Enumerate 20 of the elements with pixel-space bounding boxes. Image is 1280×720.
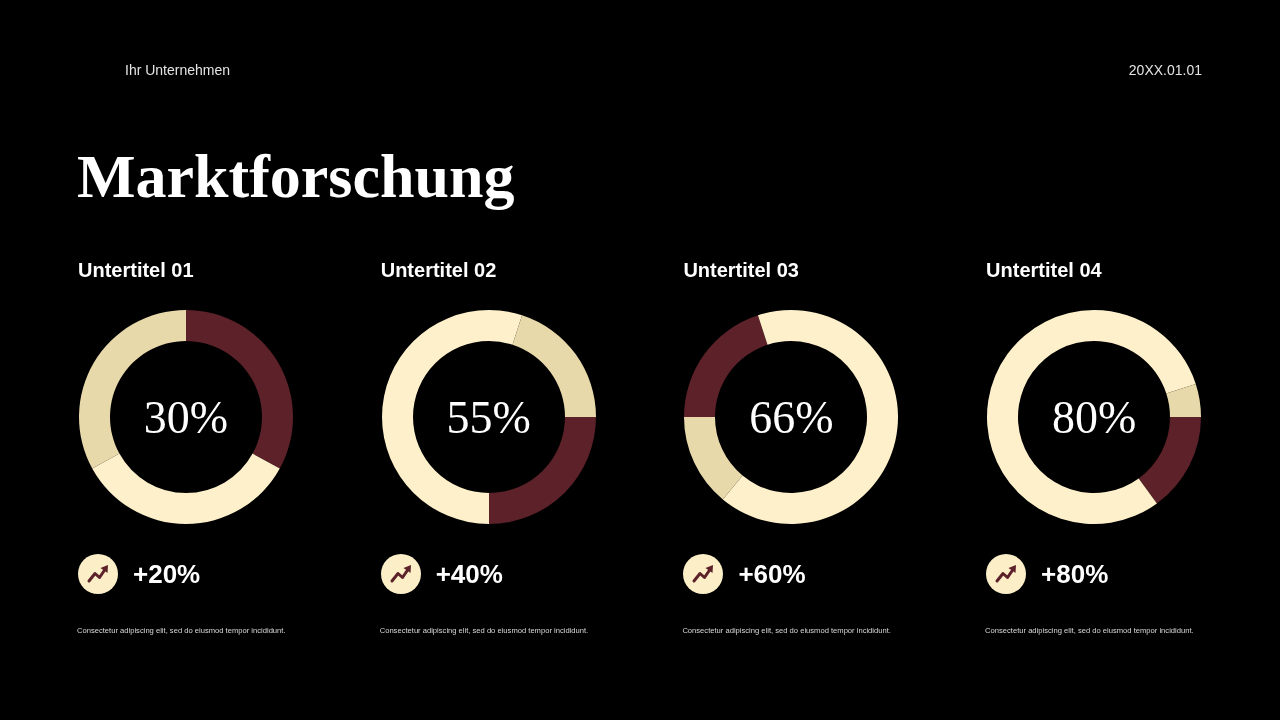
donut-slice (684, 417, 743, 500)
donut-slice (723, 310, 899, 524)
text: +20% (133, 558, 201, 590)
donut-slice (92, 453, 280, 524)
text: +40% (435, 558, 503, 590)
donut-slice (1166, 383, 1202, 417)
text: Ihr Unternehmen (125, 61, 231, 79)
donut-slice (1138, 417, 1202, 504)
text: 80% (1050, 392, 1138, 443)
chart-title: Untertitel 02 (380, 258, 497, 282)
chart-title: Untertitel 01 (78, 258, 194, 282)
text: +60% (738, 558, 806, 590)
text: 30% (142, 392, 230, 443)
chart-title: Untertitel 04 (986, 258, 1102, 282)
text: 55% (445, 392, 532, 443)
text: 66% (748, 392, 835, 443)
text: +80% (1041, 558, 1109, 590)
text: Marktforschung (77, 141, 515, 212)
chart-title: Untertitel 03 (683, 258, 799, 282)
text: 20XX.01.01 (1128, 61, 1202, 79)
